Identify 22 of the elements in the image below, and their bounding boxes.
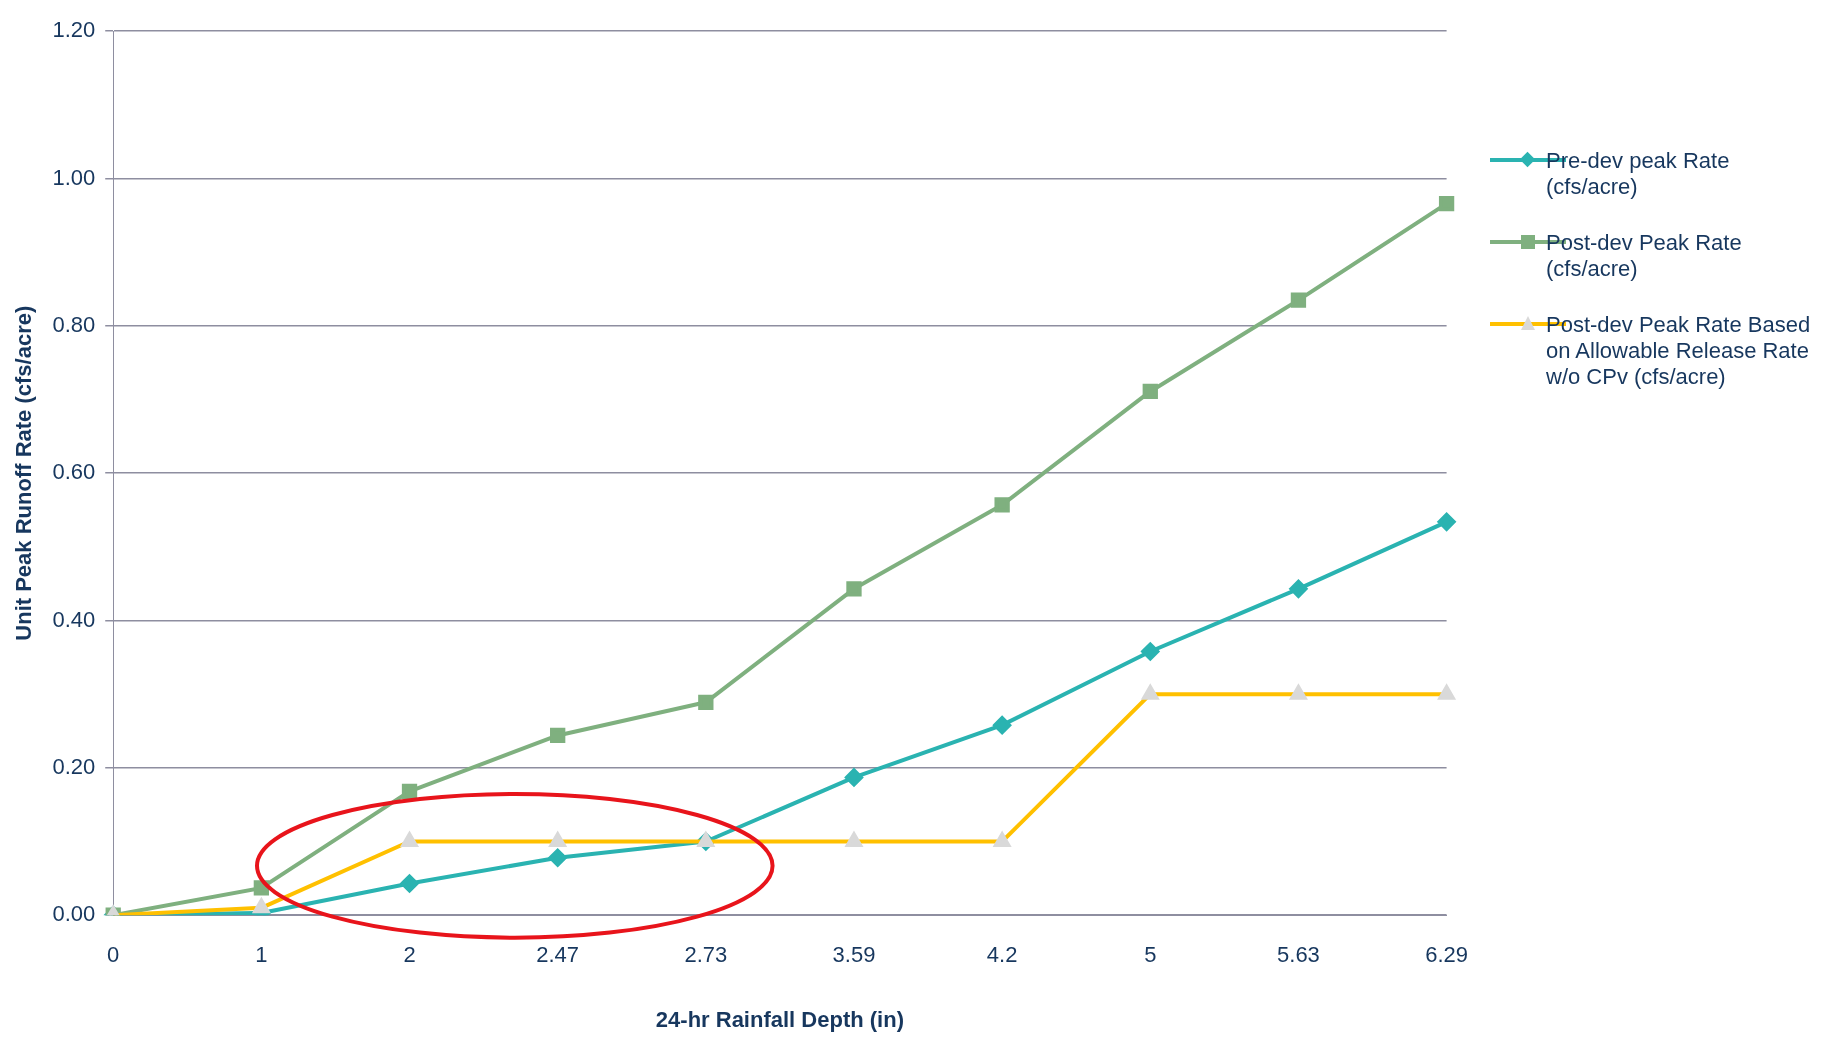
legend-label: Pre-dev peak Rate (cfs/acre)	[1546, 148, 1731, 200]
y-tick-label: 0.40	[52, 606, 96, 632]
x-tick-label: 1	[255, 942, 268, 968]
x-tick-label: 2.47	[536, 942, 580, 968]
x-tick-label: 4.2	[986, 942, 1018, 968]
x-tick-label: 6.29	[1425, 942, 1468, 968]
x-tick-label: 2	[403, 942, 416, 968]
x-axis-title: 24-hr Rainfall Depth (in)	[655, 1006, 904, 1032]
y-tick-label: 1.00	[52, 164, 96, 190]
legend-label: Post-dev Peak Rate (cfs/acre)	[1546, 230, 1743, 282]
x-tick-label: 0	[107, 942, 120, 968]
y-tick-label: 0.80	[52, 311, 96, 337]
y-tick-label: 1.20	[52, 17, 96, 43]
x-tick-label: 5	[1144, 942, 1157, 968]
x-tick-label: 5.63	[1277, 942, 1320, 968]
legend-label: Post-dev Peak Rate Based on Allowable Release Rate w/o CPv (cfs/acre)	[1546, 312, 1812, 390]
y-axis-title: Unit Peak Runoff Rate (cfs/acre)	[11, 305, 37, 641]
x-tick-label: 3.59	[832, 942, 876, 968]
y-tick-label: 0.00	[52, 901, 96, 927]
x-tick-label: 2.73	[684, 942, 728, 968]
y-tick-label: 0.60	[52, 459, 96, 485]
y-tick-label: 0.20	[52, 753, 96, 779]
